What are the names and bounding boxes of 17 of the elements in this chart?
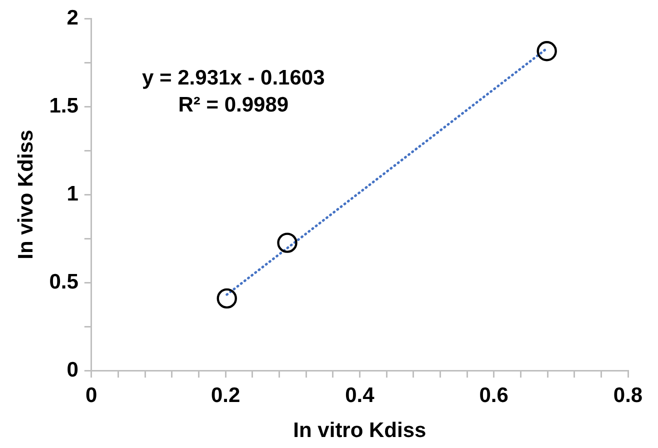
- x-tick-label: 0.6: [479, 384, 508, 407]
- annotation: y = 2.931x - 0.1603: [142, 66, 325, 90]
- x-tick-label: 0.8: [613, 384, 643, 407]
- y-tick-label: 2: [66, 6, 78, 30]
- x-tick-label: 0.2: [210, 384, 240, 407]
- y-tick-label: 0: [66, 358, 78, 382]
- point: [277, 232, 298, 253]
- point: [536, 41, 557, 62]
- x-tick-label: 0: [86, 384, 98, 407]
- y-tick-label: 0.5: [49, 270, 79, 294]
- y-tick-label: 1.5: [49, 94, 79, 118]
- x-tick-label: 0.4: [345, 384, 375, 407]
- point: [216, 288, 237, 309]
- y-axis-title: In vivo Kdiss: [14, 130, 38, 260]
- annotation: R² = 0.9989: [178, 93, 289, 116]
- x-axis-title: In vitro Kdiss: [293, 419, 426, 442]
- y-tick-label: 1: [66, 182, 79, 206]
